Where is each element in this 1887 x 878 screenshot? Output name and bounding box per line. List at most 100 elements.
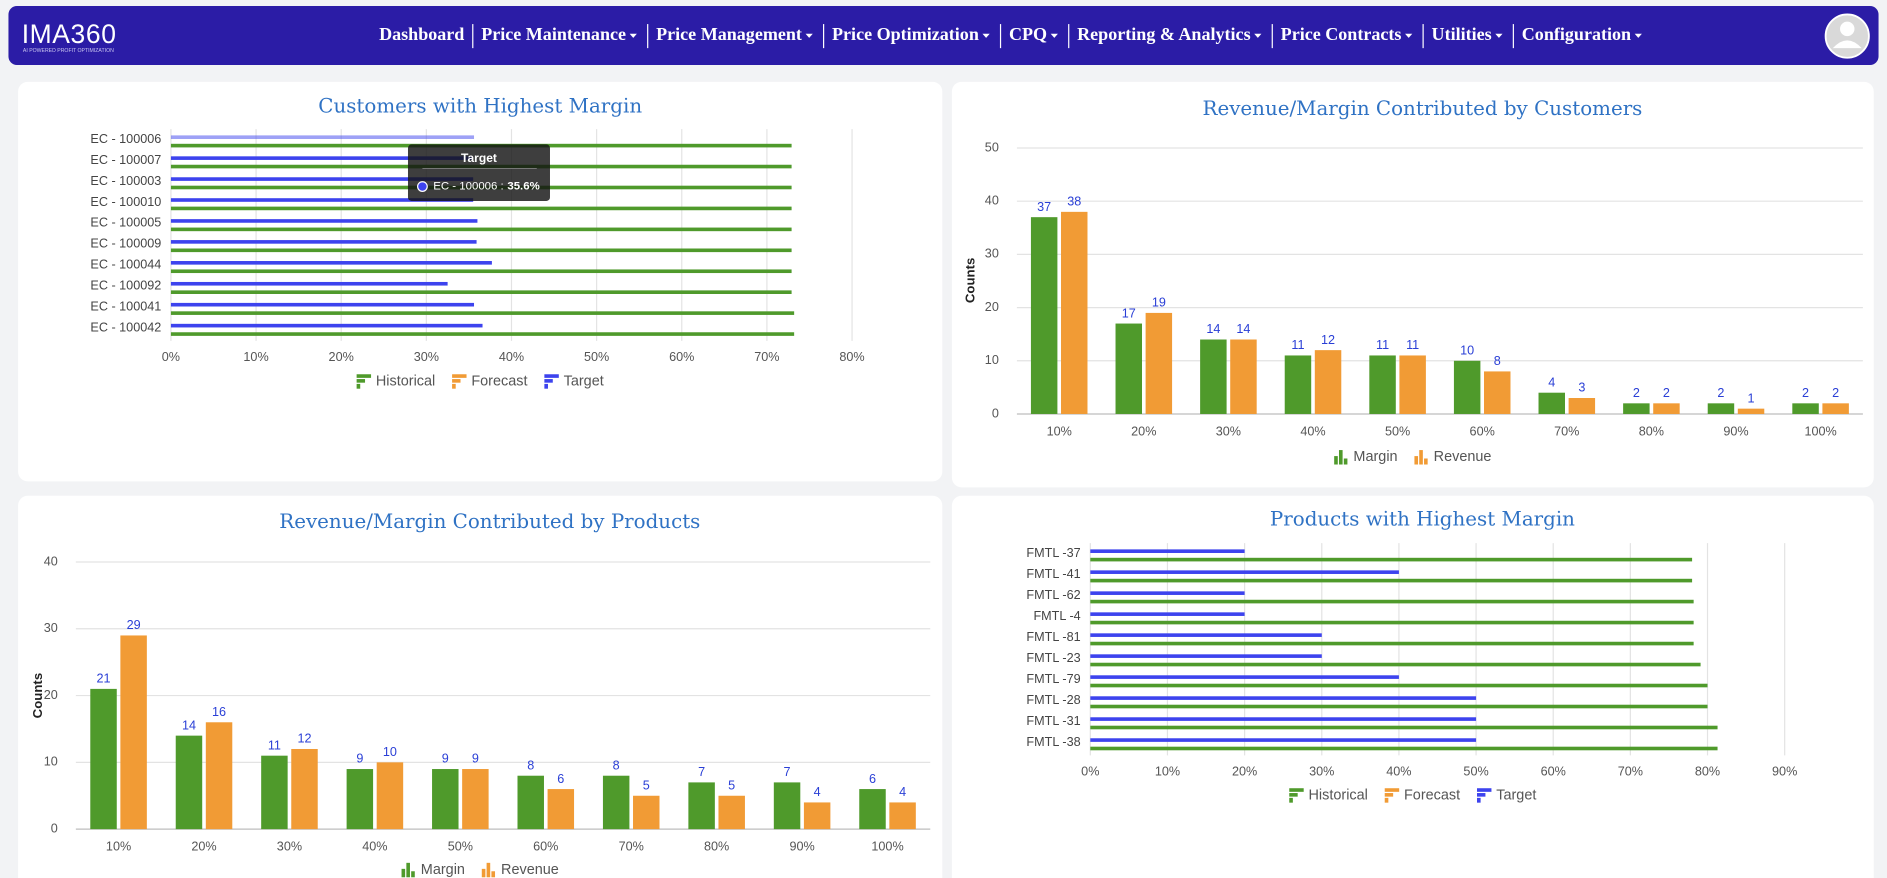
legend-label[interactable]: Revenue <box>1434 449 1492 465</box>
nav-caret[interactable] <box>629 33 637 38</box>
bar[interactable] <box>170 240 477 244</box>
bar[interactable] <box>170 177 474 181</box>
bar[interactable] <box>1090 696 1477 700</box>
legend-label[interactable]: Margin <box>1353 449 1397 465</box>
bar[interactable] <box>1484 371 1511 414</box>
nav-item[interactable]: Price Management <box>656 24 802 44</box>
bar[interactable] <box>346 769 374 830</box>
bar[interactable] <box>170 261 492 265</box>
bar[interactable] <box>170 311 795 315</box>
nav-item[interactable]: Price Maintenance <box>481 24 626 44</box>
bar[interactable] <box>859 789 886 830</box>
bar[interactable] <box>170 269 792 274</box>
logo[interactable]: IMA360 <box>22 19 117 49</box>
bar[interactable] <box>1090 599 1694 604</box>
bar[interactable] <box>170 332 795 336</box>
bar[interactable] <box>1200 339 1227 414</box>
nav-caret[interactable] <box>1050 33 1058 38</box>
bar[interactable] <box>1568 398 1596 414</box>
nav-caret[interactable] <box>982 33 990 38</box>
bar[interactable] <box>261 755 288 830</box>
bar[interactable] <box>1090 557 1693 562</box>
nav-item[interactable]: Utilities <box>1432 24 1492 44</box>
bar[interactable] <box>120 635 147 830</box>
legend-label[interactable]: Historical <box>1309 787 1368 803</box>
bar[interactable] <box>1090 641 1694 646</box>
bar[interactable] <box>291 748 318 830</box>
bar[interactable] <box>1453 360 1481 414</box>
bar[interactable] <box>170 135 475 139</box>
bar[interactable] <box>1061 211 1088 414</box>
legend-label[interactable]: Historical <box>376 373 435 389</box>
legend-label[interactable]: Target <box>1496 787 1536 803</box>
bar[interactable] <box>1090 738 1477 742</box>
bar[interactable] <box>1369 355 1396 414</box>
bar[interactable] <box>432 769 459 830</box>
bar[interactable] <box>1792 403 1819 414</box>
bar[interactable] <box>170 219 478 223</box>
bar[interactable] <box>1707 403 1735 414</box>
bar[interactable] <box>170 156 474 160</box>
bar[interactable] <box>688 782 715 830</box>
bar[interactable] <box>1090 717 1477 721</box>
bar[interactable] <box>1090 570 1399 574</box>
bar[interactable] <box>773 782 801 830</box>
bar[interactable] <box>1284 355 1312 414</box>
bar[interactable] <box>633 795 660 830</box>
nav-item[interactable]: Price Optimization <box>832 24 979 44</box>
bar[interactable] <box>205 722 233 830</box>
bar[interactable] <box>170 248 792 253</box>
nav-item[interactable]: Price Contracts <box>1281 24 1402 44</box>
bar[interactable] <box>1737 408 1765 414</box>
nav-caret[interactable] <box>1254 33 1262 38</box>
nav-caret[interactable] <box>1405 33 1413 38</box>
bar[interactable] <box>170 281 448 286</box>
bar[interactable] <box>1090 746 1718 751</box>
nav-caret[interactable] <box>805 33 813 38</box>
bar[interactable] <box>1090 675 1399 679</box>
bar[interactable] <box>1653 403 1680 414</box>
bar[interactable] <box>1538 392 1565 414</box>
bar[interactable] <box>376 762 404 830</box>
bar[interactable] <box>170 206 792 211</box>
nav-caret[interactable] <box>1634 33 1642 38</box>
bar[interactable] <box>1090 683 1708 688</box>
bar[interactable] <box>1145 312 1173 414</box>
bar[interactable] <box>602 775 630 830</box>
bar[interactable] <box>170 198 474 202</box>
bar[interactable] <box>170 227 792 232</box>
bar[interactable] <box>170 290 792 294</box>
nav-item[interactable]: Reporting & Analytics <box>1077 24 1250 44</box>
bar[interactable] <box>1399 355 1426 414</box>
bar[interactable] <box>803 802 831 830</box>
bar[interactable] <box>1115 323 1143 414</box>
bar[interactable] <box>170 323 483 328</box>
nav-item[interactable]: CPQ <box>1009 24 1047 44</box>
bar[interactable] <box>1030 217 1058 414</box>
avatar[interactable] <box>1824 13 1870 59</box>
bar[interactable] <box>1090 549 1245 553</box>
bar[interactable] <box>1090 578 1693 583</box>
bar[interactable] <box>1090 633 1322 637</box>
bar[interactable] <box>517 775 544 830</box>
bar[interactable] <box>1090 620 1694 625</box>
nav-caret[interactable] <box>1495 33 1503 38</box>
bar[interactable] <box>462 769 489 830</box>
legend-label[interactable]: Target <box>564 373 604 389</box>
bar[interactable] <box>718 795 745 830</box>
bar[interactable] <box>1090 654 1322 658</box>
bar[interactable] <box>1822 403 1849 414</box>
bar[interactable] <box>90 688 117 830</box>
bar[interactable] <box>1623 403 1650 414</box>
legend-label[interactable]: Revenue <box>501 862 559 878</box>
bar[interactable] <box>1314 350 1342 414</box>
bar[interactable] <box>170 302 475 307</box>
legend-label[interactable]: Forecast <box>471 373 527 389</box>
bar[interactable] <box>1090 591 1245 595</box>
legend-label[interactable]: Margin <box>421 862 465 878</box>
bar[interactable] <box>1090 612 1245 616</box>
nav-item[interactable]: Dashboard <box>379 24 464 44</box>
bar[interactable] <box>1230 339 1257 414</box>
legend-label[interactable]: Forecast <box>1404 787 1460 803</box>
bar[interactable] <box>1090 662 1701 667</box>
